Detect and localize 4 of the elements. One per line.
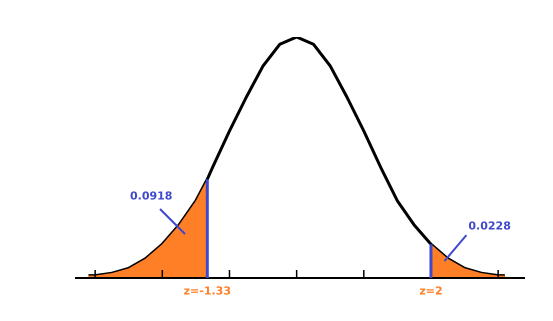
annotation: 0.0228 [468,219,511,232]
x-tick-label: z=-1.33 [184,284,231,298]
x-tick-label: z=2 [419,284,443,298]
annotation: 0.0918 [130,189,172,202]
